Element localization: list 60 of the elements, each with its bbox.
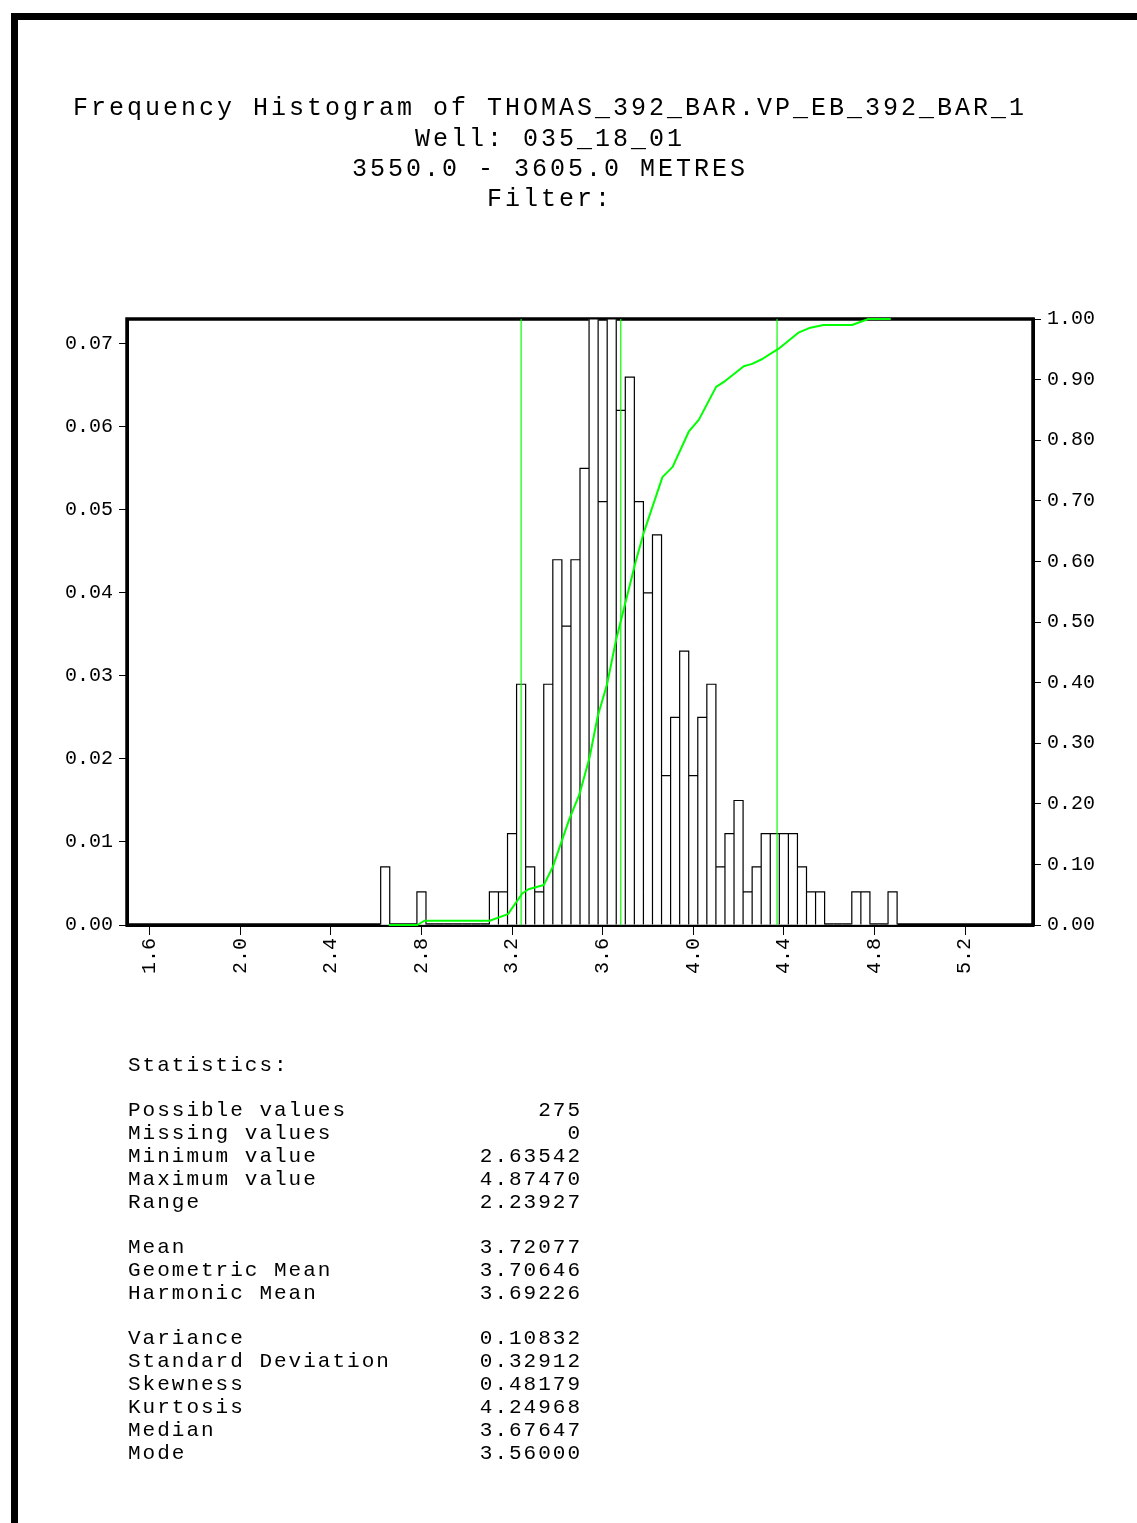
x-tick-label: 5.2 xyxy=(953,938,977,975)
text: Variance xyxy=(128,1327,245,1350)
text: Maximum value xyxy=(128,1168,318,1191)
text: 3.56000 xyxy=(479,1442,582,1465)
y2-tick-label: 0.00 xyxy=(1047,913,1096,937)
y2-tick-label: 0.30 xyxy=(1047,731,1096,755)
y-tick-label: 0.03 xyxy=(64,664,113,688)
y-tick-label: 0.06 xyxy=(64,415,113,439)
chart-title: Frequency Histogram of THOMAS_392_BAR.VP_EB_392_BAR_1 xyxy=(72,93,1028,123)
y2-tick-label: 0.50 xyxy=(1047,610,1096,634)
y-tick-label: 0.04 xyxy=(64,581,113,605)
text: Standard Deviation xyxy=(128,1350,391,1373)
text: Skewness xyxy=(128,1373,245,1396)
x-tick-label: 3.2 xyxy=(500,938,524,975)
y2-tick-label: 0.70 xyxy=(1047,489,1096,513)
y2-tick-label: 0.20 xyxy=(1047,792,1096,816)
text: Range xyxy=(128,1191,202,1214)
text: Median xyxy=(128,1419,216,1442)
y2-tick-label: 0.90 xyxy=(1047,367,1096,391)
x-tick-label: 4.8 xyxy=(862,938,886,975)
x-tick-label: 4.0 xyxy=(681,938,705,975)
text: Geometric Mean xyxy=(128,1259,333,1282)
text: 0.32912 xyxy=(479,1350,582,1373)
x-tick-label: 2.0 xyxy=(228,938,252,975)
text: Missing values xyxy=(128,1122,333,1145)
y-tick-label: 0.05 xyxy=(64,498,113,522)
text: Mean xyxy=(128,1236,187,1259)
text: 4.87470 xyxy=(479,1168,582,1191)
chart-subtitle: Well: 035_18_01 3550.0 - 3605.0 METRES Filter: xyxy=(351,124,749,214)
text: 3.72077 xyxy=(479,1236,582,1259)
text: Possible values xyxy=(128,1099,348,1122)
y-tick-label: 0.01 xyxy=(64,830,113,854)
text: 4.24968 xyxy=(479,1396,582,1419)
y-tick-label: 0.07 xyxy=(64,332,113,356)
text: 3.67647 xyxy=(479,1419,582,1442)
text: 0.48179 xyxy=(479,1373,582,1396)
text: 0.10832 xyxy=(479,1327,582,1350)
text: Statistics: xyxy=(128,1054,289,1077)
text: 3.70646 xyxy=(479,1259,582,1282)
y2-tick-label: 0.80 xyxy=(1047,428,1096,452)
text: 0 xyxy=(567,1122,582,1145)
y2-tick-label: 0.10 xyxy=(1047,852,1096,876)
x-tick-label: 2.8 xyxy=(409,938,433,975)
x-tick-label: 3.6 xyxy=(590,938,614,975)
text: Minimum value xyxy=(128,1145,318,1168)
y-tick-label: 0.02 xyxy=(64,747,113,771)
text: 2.63542 xyxy=(479,1145,582,1168)
text: 3.69226 xyxy=(479,1282,582,1305)
text: 2.23927 xyxy=(479,1191,582,1214)
x-tick-label: 2.4 xyxy=(319,938,343,975)
y2-tick-label: 1.00 xyxy=(1047,307,1096,331)
text: Kurtosis xyxy=(128,1396,245,1419)
text: 275 xyxy=(538,1099,582,1122)
x-tick-label: 1.6 xyxy=(137,938,161,975)
text: Harmonic Mean xyxy=(128,1282,318,1305)
y2-tick-label: 0.60 xyxy=(1047,549,1096,573)
x-tick-label: 4.4 xyxy=(772,938,796,975)
y2-tick-label: 0.40 xyxy=(1047,670,1096,694)
y-tick-label: 0.00 xyxy=(64,913,113,937)
text: Mode xyxy=(128,1442,187,1465)
